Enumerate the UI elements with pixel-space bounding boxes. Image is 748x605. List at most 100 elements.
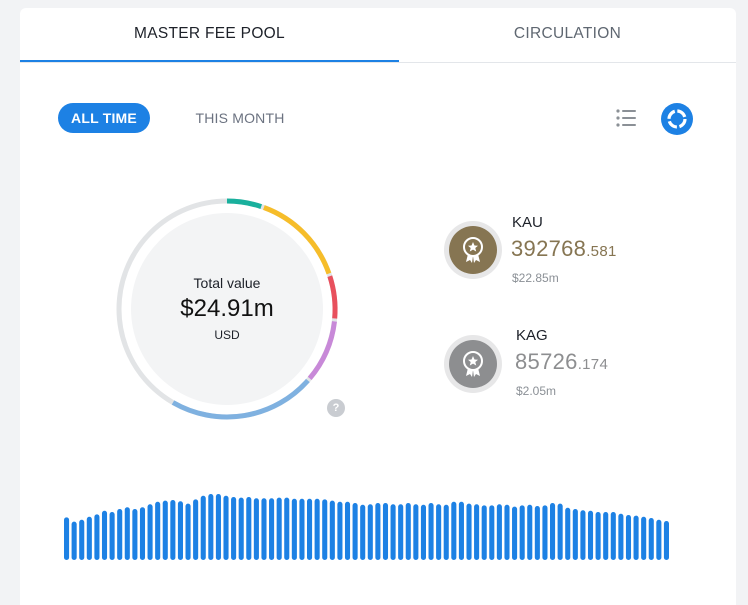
tab-bar: MASTER FEE POOL CIRCULATION <box>20 8 736 63</box>
chart-bar <box>314 498 320 560</box>
donut-segment-yellow <box>263 205 332 275</box>
chart-bar <box>155 501 161 560</box>
chart-bar <box>504 504 510 560</box>
donut-segment-red <box>327 275 338 319</box>
chart-bar <box>147 504 153 560</box>
donut-chart-icon[interactable] <box>660 102 694 136</box>
chart-bar <box>481 505 487 560</box>
chart-bar <box>261 498 267 560</box>
chart-bar <box>124 507 130 560</box>
chart-bar <box>466 503 472 560</box>
chart-bar <box>360 504 366 560</box>
chart-bar <box>215 494 221 560</box>
kau-usd-value: $22.85m <box>512 271 559 285</box>
chart-bar <box>71 521 77 560</box>
chart-bar <box>512 506 518 560</box>
chart-bar <box>603 512 609 560</box>
chart-bar <box>94 514 100 560</box>
chart-bar <box>572 509 578 560</box>
chart-bar <box>648 518 654 560</box>
chart-bar <box>641 516 647 560</box>
chart-bar <box>580 510 586 560</box>
this-month-filter-button[interactable]: THIS MONTH <box>195 110 285 126</box>
kau-name: KAU <box>512 214 543 231</box>
chart-bar <box>117 509 123 560</box>
kau-amount: 392768.581 <box>511 236 617 262</box>
chart-bar <box>307 498 313 560</box>
chart-bar <box>663 521 669 560</box>
kag-usd-value: $2.05m <box>516 384 557 398</box>
chart-bar <box>382 503 389 560</box>
chart-bar <box>177 501 183 560</box>
total-value-unit: USD <box>214 328 240 342</box>
chart-bar <box>458 501 464 560</box>
chart-bar <box>193 499 199 560</box>
chart-bar <box>413 504 419 560</box>
chart-bar <box>200 495 206 560</box>
chart-bar <box>390 504 396 560</box>
tab-circulation[interactable]: CIRCULATION <box>513 25 622 42</box>
chart-bar <box>162 500 168 560</box>
total-value-donut: Total value $24.91m USD <box>112 194 342 424</box>
chart-bar <box>557 503 563 560</box>
chart-bar <box>269 498 275 560</box>
chart-bar <box>344 501 351 560</box>
kau-amount-integer: 392768 <box>511 236 587 261</box>
chart-bar <box>284 497 290 560</box>
chart-bar <box>367 504 373 560</box>
chart-bar <box>238 497 244 560</box>
fee-history-bar-chart <box>64 494 669 560</box>
chart-bar <box>443 504 449 560</box>
chart-bar <box>170 500 176 560</box>
gold-medal-icon <box>443 220 503 280</box>
chart-bar <box>132 509 138 560</box>
chart-bar <box>398 504 404 560</box>
donut-center <box>131 213 323 405</box>
chart-bar <box>208 494 214 560</box>
list-icon[interactable] <box>614 107 638 129</box>
chart-bar <box>253 498 259 560</box>
chart-bar <box>405 503 411 560</box>
chart-bar <box>64 517 70 560</box>
chart-bar <box>542 505 548 560</box>
chart-bar <box>656 519 662 560</box>
chart-bar <box>375 503 381 560</box>
fee-pool-card: MASTER FEE POOL CIRCULATION ALL TIME THI… <box>20 8 736 605</box>
donut-segment-purple <box>307 321 337 381</box>
chart-bar <box>420 504 426 560</box>
chart-bar <box>451 501 457 560</box>
chart-bar <box>610 512 616 560</box>
chart-bar <box>185 503 191 560</box>
silver-medal-icon <box>443 334 503 394</box>
chart-bar <box>625 515 632 560</box>
total-value-amount: $24.91m <box>180 295 274 322</box>
chart-bar <box>101 510 108 560</box>
all-time-filter-button[interactable]: ALL TIME <box>58 103 150 133</box>
chart-bar <box>587 510 594 560</box>
chart-bar <box>618 513 624 560</box>
tab-master-fee-pool[interactable]: MASTER FEE POOL <box>134 25 285 42</box>
chart-bar <box>550 503 556 560</box>
chart-bar <box>329 500 335 560</box>
chart-bar <box>223 495 229 560</box>
help-icon[interactable]: ? <box>327 399 345 417</box>
active-tab-indicator <box>20 60 399 62</box>
total-value-label: Total value <box>193 275 261 291</box>
chart-bar <box>436 504 442 560</box>
donut-summary: Total value $24.91m USD <box>112 194 342 424</box>
donut-segment-teal <box>226 198 262 209</box>
chart-bar <box>489 505 495 560</box>
chart-bar <box>428 503 434 560</box>
chart-bar <box>527 504 533 560</box>
chart-bar <box>86 516 92 560</box>
chart-bar <box>496 504 502 560</box>
chart-bar <box>474 504 480 560</box>
chart-bar <box>337 501 343 560</box>
kau-amount-decimal: .581 <box>586 243 617 260</box>
chart-bar <box>519 505 525 560</box>
chart-bar <box>291 498 297 560</box>
chart-bar <box>139 507 146 560</box>
donut-segment-lightblue <box>171 378 310 420</box>
chart-bar <box>109 512 115 560</box>
chart-bar <box>276 497 282 560</box>
